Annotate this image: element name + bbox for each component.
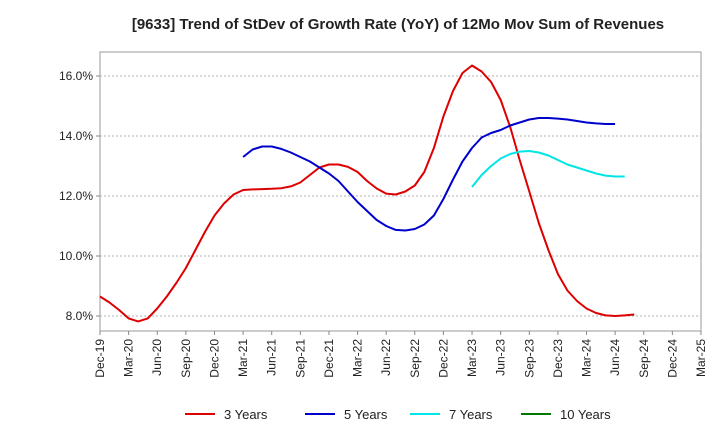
x-tick-label: Dec-22	[436, 339, 450, 378]
series-line-3-years	[99, 64, 635, 323]
legend-label-10-years: 10 Years	[560, 407, 611, 422]
x-tick-label: Jun-20	[150, 339, 164, 376]
x-tick-label: Mar-23	[465, 339, 479, 377]
grid-layer	[100, 75, 701, 317]
plot-frame	[99, 51, 702, 332]
y-tick-label: 10.0%	[59, 249, 93, 263]
x-tick-label: Dec-24	[665, 339, 679, 378]
series-line-7-years	[471, 150, 625, 188]
x-tick-label: Mar-20	[122, 339, 136, 377]
x-tick-label: Sep-23	[522, 339, 536, 378]
x-tick-label: Dec-19	[93, 339, 107, 378]
x-tick-label: Dec-23	[551, 339, 565, 378]
x-axis-ticks: Dec-19 Mar-20 Jun-20 Sep-20 Dec-20 Mar-21 Jun-…	[93, 331, 708, 378]
x-tick-label: Mar-25	[694, 339, 708, 377]
x-tick-label: Jun-24	[608, 339, 622, 376]
legend-label-3-years: 3 Years	[224, 407, 268, 422]
y-tick-label: 14.0%	[59, 129, 93, 143]
y-tick-label: 16.0%	[59, 69, 93, 83]
series-line-5-years	[242, 117, 616, 232]
y-axis-ticks: 8.0% 10.0% 12.0% 14.0% 16.0%	[59, 69, 100, 323]
x-tick-label: Mar-21	[236, 339, 250, 377]
x-tick-label: Sep-24	[637, 339, 651, 378]
y-tick-label: 12.0%	[59, 189, 93, 203]
x-tick-label: Jun-23	[494, 339, 508, 376]
x-tick-label: Dec-21	[322, 339, 336, 378]
legend: 3 Years 5 Years 7 Years 10 Years	[185, 407, 611, 422]
x-tick-label: Jun-22	[379, 339, 393, 376]
y-tick-label: 8.0%	[66, 309, 94, 323]
series-layer	[99, 64, 635, 323]
x-tick-label: Dec-20	[207, 339, 221, 378]
x-tick-label: Sep-22	[408, 339, 422, 378]
x-tick-label: Sep-21	[293, 339, 307, 378]
x-tick-label: Mar-24	[580, 339, 594, 377]
x-tick-label: Mar-22	[351, 339, 365, 377]
x-tick-label: Sep-20	[179, 339, 193, 378]
x-tick-label: Jun-21	[265, 339, 279, 376]
legend-label-5-years: 5 Years	[344, 407, 388, 422]
legend-label-7-years: 7 Years	[449, 407, 493, 422]
chart-title: [9633] Trend of StDev of Growth Rate (Yo…	[132, 16, 664, 33]
